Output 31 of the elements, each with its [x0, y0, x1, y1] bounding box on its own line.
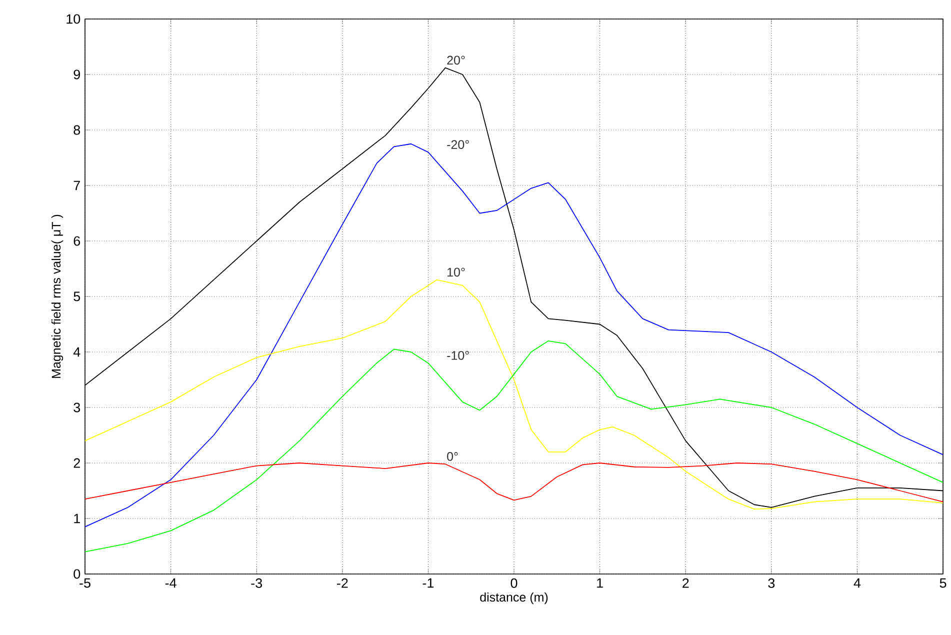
y-tick-label: 1: [74, 514, 80, 524]
x-tick-label: -2: [336, 578, 348, 588]
series-label: -10°: [447, 351, 469, 360]
series-label: 20°: [447, 56, 465, 65]
y-tick-label: 3: [74, 402, 80, 412]
x-tick-label: -1: [422, 578, 434, 588]
y-tick-label: 6: [74, 236, 80, 246]
y-tick-label: 8: [74, 125, 80, 135]
line-series: [84, 279, 944, 510]
x-tick-label: 4: [854, 578, 861, 588]
x-axis-title: distance (m): [480, 592, 548, 604]
x-tick-label: 5: [940, 578, 946, 588]
x-tick-label: 1: [597, 578, 603, 588]
x-tick-label: -4: [165, 578, 176, 588]
y-axis-title: Magnetic field rms value( μT ): [51, 214, 64, 378]
x-tick-label: -3: [251, 578, 262, 588]
y-tick-label: 7: [74, 180, 80, 190]
y-tick-label: 4: [73, 347, 80, 357]
y-tick-label: 2: [74, 458, 80, 468]
y-tick-label: 9: [74, 70, 80, 80]
line-series: [84, 462, 944, 502]
x-tick-label: 3: [768, 578, 775, 588]
y-tick-label: 5: [74, 292, 80, 302]
y-tick-label: 10: [66, 14, 80, 24]
series-label: -20°: [447, 140, 469, 150]
series-label: 0°: [447, 452, 458, 461]
x-tick-label: 2: [682, 578, 689, 588]
y-tick-label: 0: [74, 569, 80, 579]
x-tick-label: 0: [510, 578, 518, 588]
series-label: 10°: [448, 268, 465, 277]
x-tick-label: -5: [80, 578, 90, 588]
